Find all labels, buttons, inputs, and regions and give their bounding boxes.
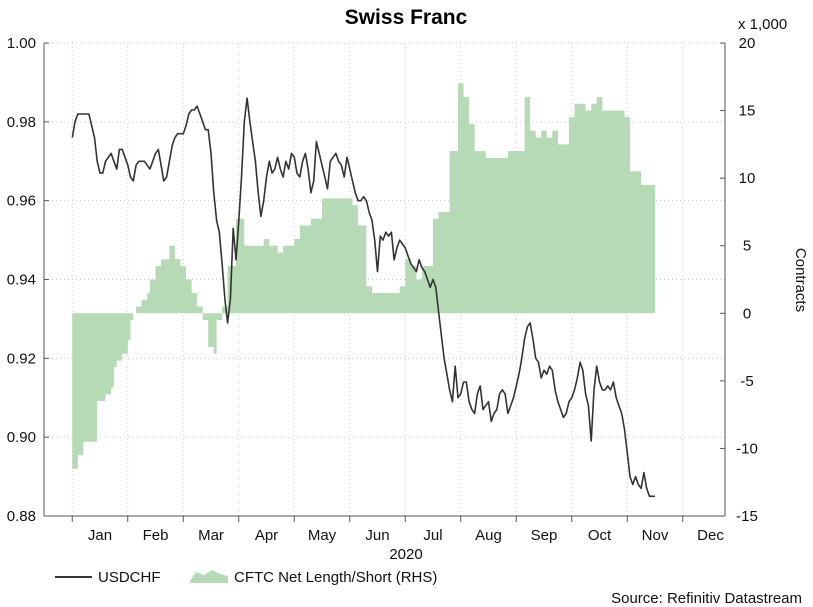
year-label: 2020 xyxy=(389,546,422,563)
right-tick-label: -5 xyxy=(740,373,753,390)
month-label: Feb xyxy=(143,527,169,544)
right-axis-multiplier: x 1,000 xyxy=(738,16,787,33)
month-label: May xyxy=(308,527,337,544)
left-tick-label: 0.88 xyxy=(7,508,36,525)
cftc-area-layer xyxy=(72,83,656,469)
month-label: Mar xyxy=(198,527,224,544)
month-label: Jul xyxy=(423,527,442,544)
left-tick-label: 0.92 xyxy=(7,350,36,367)
left-tick-label: 0.98 xyxy=(7,114,36,131)
month-label: Dec xyxy=(697,527,724,544)
month-label: Aug xyxy=(475,527,502,544)
month-label: Apr xyxy=(255,527,278,544)
right-axis-ticks: -15 -10 -5 0 5 10 15 20 xyxy=(720,35,758,525)
legend: USDCHF CFTC Net Length/Short (RHS) xyxy=(55,569,437,586)
left-axis-ticks: 0.88 0.90 0.92 0.94 0.96 0.98 1.00 xyxy=(7,35,49,525)
month-label: Jun xyxy=(365,527,389,544)
legend-usdchf-label: USDCHF xyxy=(98,569,161,586)
right-tick-label: 15 xyxy=(739,103,756,120)
left-tick-label: 0.94 xyxy=(7,272,36,289)
source-note: Source: Refinitiv Datastream xyxy=(611,590,802,607)
cftc-area xyxy=(72,83,656,469)
right-tick-label: 0 xyxy=(743,305,751,322)
left-tick-label: 0.96 xyxy=(7,193,36,210)
left-tick-label: 0.90 xyxy=(7,429,36,446)
right-axis-label: Contracts xyxy=(792,248,809,312)
right-tick-label: -15 xyxy=(736,508,758,525)
right-tick-label: 10 xyxy=(739,170,756,187)
chart-title: Swiss Franc xyxy=(345,6,468,29)
left-tick-label: 1.00 xyxy=(7,35,36,52)
legend-cftc-label: CFTC Net Length/Short (RHS) xyxy=(234,569,437,586)
month-label: Nov xyxy=(642,527,669,544)
usdchf-line-layer xyxy=(71,97,655,498)
legend-cftc-swatch xyxy=(190,570,228,583)
month-axis-labels: Jan Feb Mar Apr May Jun Jul Aug Sep Oct Nov Dec xyxy=(71,516,724,544)
month-label: Oct xyxy=(588,527,612,544)
month-label: Jan xyxy=(88,527,112,544)
month-label: Sep xyxy=(531,527,558,544)
right-tick-label: -10 xyxy=(736,440,758,457)
right-tick-label: 5 xyxy=(743,238,751,255)
right-tick-label: 20 xyxy=(739,35,756,52)
usdchf-line xyxy=(71,97,655,498)
